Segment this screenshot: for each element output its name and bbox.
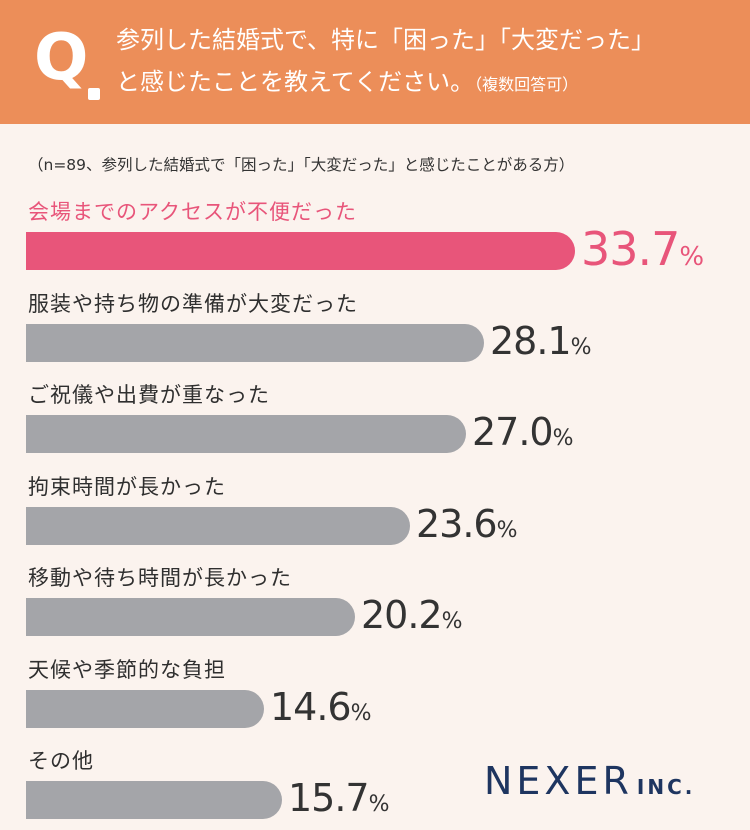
bar [26, 415, 466, 453]
bar-value-unit: % [552, 426, 574, 451]
bar-value-number: 15.7 [288, 776, 370, 820]
bar-value-unit: % [441, 609, 463, 634]
q-dot-icon [88, 88, 100, 100]
question-line-2: と感じたことを教えてください。（複数回答可） [116, 70, 578, 94]
bar-value-label: 14.6% [270, 688, 372, 726]
bar-value-label: 27.0% [472, 413, 574, 451]
sample-note: （n=89、参列した結婚式で「困った」「大変だった」と感じたことがある方） [28, 156, 575, 174]
bar-value-unit: % [350, 700, 372, 726]
bar-label: 天候や季節的な負担 [28, 657, 226, 682]
bar [26, 598, 355, 636]
bar-value-number: 20.2 [361, 593, 443, 637]
logo-main: NEXER [484, 759, 633, 803]
bar-value-unit: % [368, 792, 390, 817]
bar-label: 拘束時間が長かった [28, 474, 226, 499]
bar-value-label: 15.7% [288, 779, 390, 817]
bar-value-number: 27.0 [472, 410, 554, 454]
bar-value-label: 33.7% [581, 226, 704, 272]
bar-label: その他 [28, 749, 94, 773]
bar [26, 781, 282, 819]
bar [26, 506, 410, 545]
bar-label: 服装や持ち物の準備が大変だった [28, 291, 358, 316]
question-header: Q 参列した結婚式で、特に「困った」「大変だった」 と感じたことを教えてください… [0, 0, 750, 124]
bar-value-label: 23.6% [416, 505, 518, 543]
bar [26, 323, 484, 362]
bar-label: 移動や待ち時間が長かった [28, 566, 292, 590]
logo-sub: INC. [636, 775, 696, 799]
bar-value-unit: % [570, 334, 592, 360]
q-mark: Q [34, 21, 88, 95]
question-note: （複数回答可） [474, 75, 579, 94]
bar [26, 689, 264, 728]
bar-value-number: 23.6 [416, 501, 498, 546]
nexer-logo: NEXER INC. [484, 762, 695, 800]
question-line-2-text: と感じたことを教えてください。 [116, 68, 475, 96]
bar-value-unit: % [496, 517, 518, 543]
bar-value-number: 14.6 [270, 684, 352, 729]
bar-value-number: 28.1 [490, 318, 572, 363]
question-line-1: 参列した結婚式で、特に「困った」「大変だった」 [116, 26, 656, 54]
bar-value-label: 28.1% [490, 322, 592, 360]
bar-label: 会場までのアクセスが不便だった [28, 200, 357, 224]
bar-label: ご祝儀や出費が重なった [28, 383, 270, 407]
bar-value-unit: % [679, 242, 705, 272]
bar-value-number: 33.7 [581, 222, 680, 276]
bar-value-label: 20.2% [361, 596, 463, 634]
bar [26, 232, 575, 270]
